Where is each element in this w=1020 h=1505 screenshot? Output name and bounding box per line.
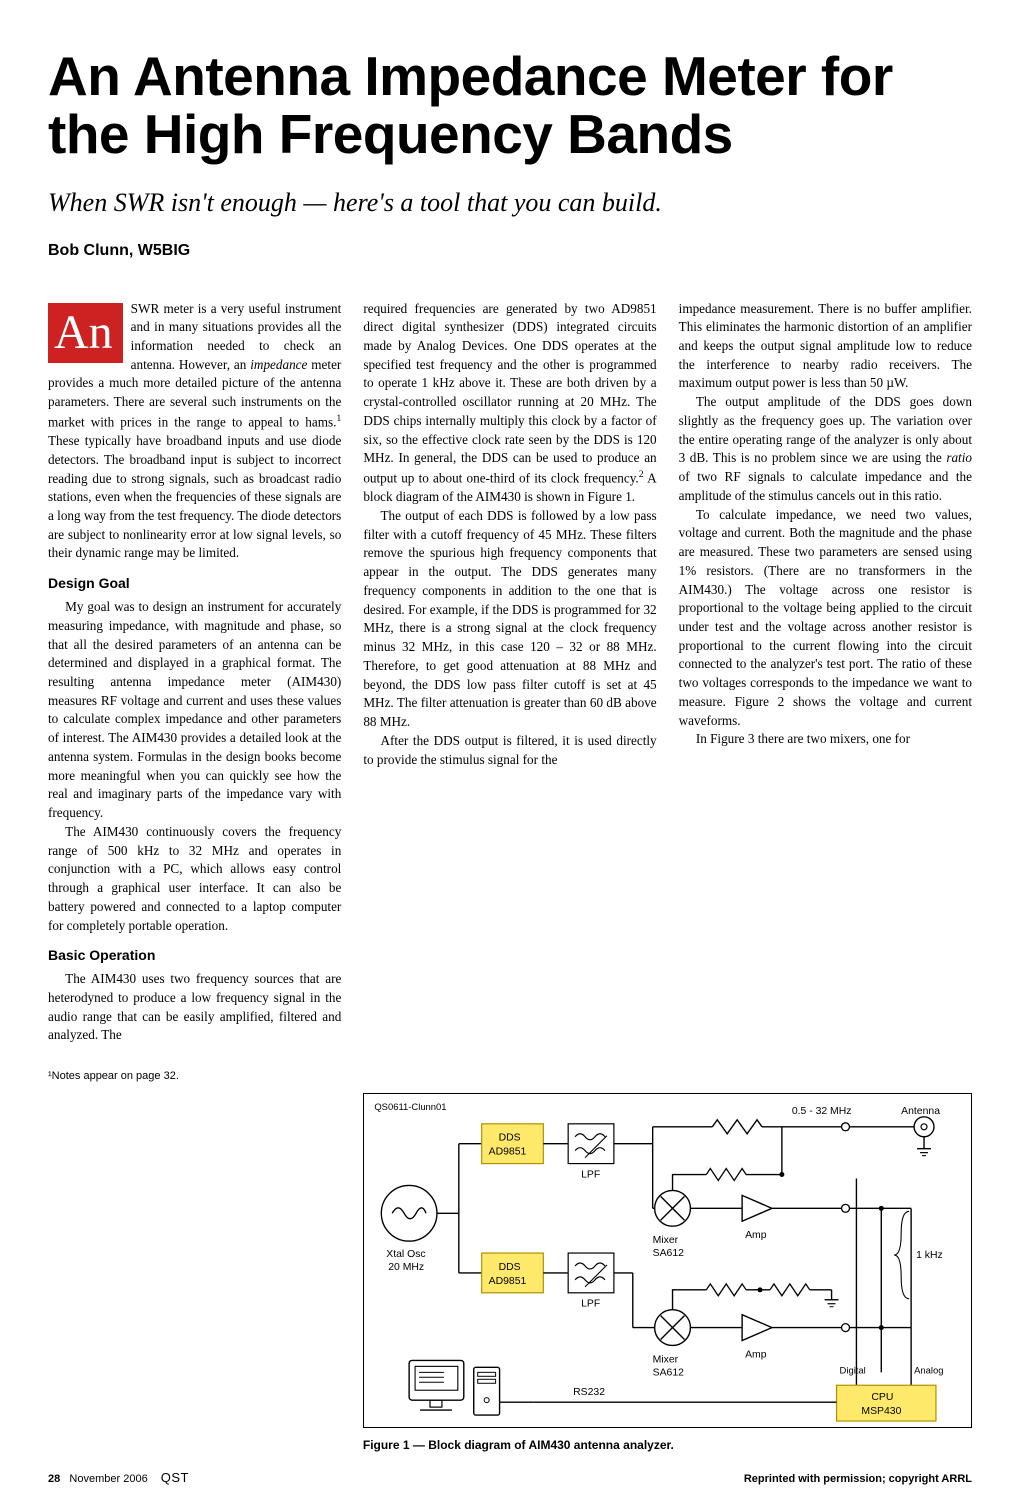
heading-basic-operation: Basic Operation (48, 946, 341, 966)
basic-op-p1: The AIM430 uses two frequency sources th… (48, 970, 341, 1045)
analog-label: Analog (914, 1365, 943, 1376)
block-diagram-svg: QS0611-Clunn01 Xtal Osc 20 MHz DDS AD985… (364, 1094, 971, 1427)
sa612-1-label: SA612 (653, 1248, 684, 1259)
col3-p2a: The output amplitude of the DDS goes dow… (679, 394, 972, 465)
dds2-label-b: AD9851 (489, 1276, 527, 1287)
title-line-2: the High Frequency Bands (48, 103, 733, 165)
design-goal-p1: My goal was to design an instrument for … (48, 598, 341, 823)
khz-label: 1 kHz (916, 1250, 943, 1261)
lpf-1-box (568, 1124, 614, 1164)
col2-p3: After the DDS output is filtered, it is … (363, 732, 656, 769)
article-title: An Antenna Impedance Meter for the High … (48, 48, 972, 164)
digital-label: Digital (839, 1365, 865, 1376)
page-footer: 28 November 2006 QST Reprinted with perm… (48, 1470, 972, 1485)
column-3: impedance measurement. There is no buffe… (679, 300, 972, 1085)
title-line-1: An Antenna Impedance Meter for (48, 45, 893, 107)
heading-design-goal: Design Goal (48, 574, 341, 594)
footer-left: 28 November 2006 QST (48, 1470, 189, 1485)
xtal-osc-icon (381, 1185, 437, 1241)
p1-italic: impedance (250, 357, 307, 372)
figure-1-caption: Figure 1 — Block diagram of AIM430 anten… (363, 1438, 972, 1452)
col3-p2-italic: ratio (946, 450, 972, 465)
col2-p2: The output of each DDS is followed by a … (363, 507, 656, 732)
mixer-2-label: Mixer (653, 1354, 679, 1365)
reprint-notice: Reprinted with permission; copyright ARR… (744, 1473, 972, 1485)
mixer-1-label: Mixer (653, 1235, 679, 1246)
p1-text-d: These typically have broadband inputs an… (48, 433, 341, 560)
xtal-label-1: Xtal Osc (386, 1249, 425, 1260)
cpu-label-1: CPU (871, 1392, 893, 1403)
col3-p2c: of two RF signals to calculate impedance… (679, 469, 972, 503)
col3-p3: To calculate impedance, we need two valu… (679, 506, 972, 731)
figure-1: QS0611-Clunn01 Xtal Osc 20 MHz DDS AD985… (363, 1093, 972, 1452)
dds2-label-a: DDS (498, 1262, 520, 1273)
figure-tag: QS0611-Clunn01 (374, 1102, 446, 1113)
footnote-ref-1: 1 (336, 413, 341, 424)
body-columns: An SWR meter is a very useful instrument… (48, 300, 972, 1085)
lpf-1-label: LPF (581, 1169, 600, 1180)
amp-1-label: Amp (745, 1230, 767, 1241)
col3-p4: In Figure 3 there are two mixers, one fo… (679, 730, 972, 749)
magazine-logo: QST (161, 1470, 189, 1485)
design-goal-p2: The AIM430 continuously covers the frequ… (48, 823, 341, 935)
col3-p1: impedance measurement. There is no buffe… (679, 300, 972, 394)
dds1-label-a: DDS (498, 1132, 520, 1143)
col2-p1a: required frequencies are generated by tw… (363, 301, 656, 486)
column-1: An SWR meter is a very useful instrument… (48, 300, 341, 1085)
article-subtitle: When SWR isn't enough — here's a tool th… (48, 188, 972, 218)
issue-date: November 2006 (69, 1473, 147, 1485)
col3-p2: The output amplitude of the DDS goes dow… (679, 393, 972, 505)
sine-icon (392, 1208, 426, 1219)
antenna-label: Antenna (901, 1106, 940, 1117)
sa612-2-label: SA612 (653, 1367, 684, 1378)
article-author: Bob Clunn, W5BIG (48, 242, 972, 260)
column-2: required frequencies are generated by tw… (363, 300, 656, 1085)
notes-reference: ¹Notes appear on page 32. (48, 1069, 341, 1085)
dropcap: An (48, 303, 123, 363)
amp-2-label: Amp (745, 1349, 767, 1360)
amp-1-icon (742, 1195, 772, 1221)
freq-range-label: 0.5 - 32 MHz (792, 1106, 852, 1117)
antenna-connector-icon (914, 1117, 934, 1137)
figure-1-diagram: QS0611-Clunn01 Xtal Osc 20 MHz DDS AD985… (363, 1093, 972, 1428)
resistor-icon (712, 1120, 762, 1134)
dds1-label-b: AD9851 (489, 1146, 527, 1157)
xtal-label-2: 20 MHz (388, 1262, 424, 1273)
amp-2-icon (742, 1314, 772, 1340)
intro-paragraph: An SWR meter is a very useful instrument… (48, 300, 341, 564)
cpu-label-2: MSP430 (861, 1406, 901, 1417)
lpf-2-box (568, 1253, 614, 1293)
rs232-label: RS232 (573, 1387, 605, 1398)
col2-p1: required frequencies are generated by tw… (363, 300, 656, 507)
lpf-2-label: LPF (581, 1298, 600, 1309)
page-number: 28 (48, 1473, 60, 1485)
